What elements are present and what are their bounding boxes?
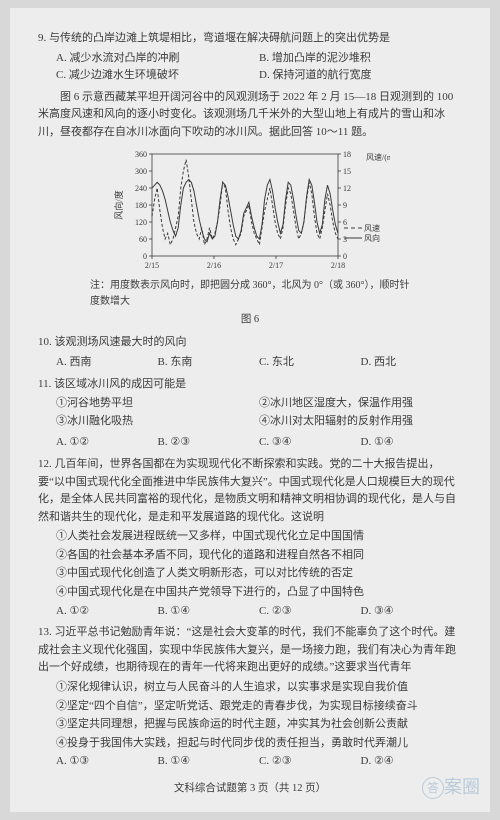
q12-opt-c: C. ②③ — [259, 603, 361, 621]
q11-items: ①河谷地势平坦 ②冰川地区湿度大，保温作用强 ③冰川融化吸热 ④冰川对太阳辐射的… — [56, 395, 462, 430]
q9-opt-b: B. 增加凸岸的泥沙堆积 — [259, 50, 462, 68]
figure-6-label: 图 6 — [38, 312, 462, 329]
q12-opt-d: D. ③④ — [361, 603, 463, 621]
q13-items: ①深化规律认识，树立与人民奋斗的人生追求，以实事求是实现自我价值 ②坚定“四个自… — [56, 679, 462, 752]
q10-opt-b: B. 东南 — [158, 354, 260, 372]
q11-i1: ①河谷地势平坦 — [56, 395, 259, 413]
figure-6: 0 60 120 180 240 300 360 0 3 6 9 12 15 18 2/15 2/16 2/17… — [110, 146, 390, 276]
figure-6-note: 注：用度数表示风向时，即把圆分成 360°，北风为 0°（或 360°），顺时针… — [90, 278, 410, 310]
svg-text:3: 3 — [343, 235, 347, 244]
svg-text:0: 0 — [143, 252, 147, 261]
svg-text:0: 0 — [343, 252, 347, 261]
q13-opt-b: B. ①④ — [158, 753, 260, 771]
svg-text:12: 12 — [343, 184, 351, 193]
q13-stem: 13. 习近平总书记勉励青年说：“这是社会大变革的时代，我们不能辜负了这个时代。… — [38, 624, 462, 677]
q12-i1: ①人类社会发展进程既统一又多样，中国式现代化立足中国国情 — [56, 528, 462, 546]
q12-opt-b: B. ①④ — [158, 603, 260, 621]
svg-text:360: 360 — [135, 150, 147, 159]
q12-items: ①人类社会发展进程既统一又多样，中国式现代化立足中国国情 ②各国的社会基本矛盾不… — [56, 528, 462, 601]
q10-stem: 10. 该观测场风速最大时的风向 — [38, 334, 462, 352]
q13-i2: ②坚定“四个自信”，坚定听党话、跟党走的青春步伐，为实现目标接续奋斗 — [56, 698, 462, 716]
q9-stem: 9. 与传统的凸岸边滩上筑堤相比，弯道堰在解决碍航问题上的突出优势是 — [38, 30, 462, 48]
svg-text:15: 15 — [343, 167, 351, 176]
q13-options: A. ①③ B. ①④ C. ②③ D. ②④ — [56, 753, 462, 771]
q10-opt-d: D. 西北 — [361, 354, 463, 372]
q10-opt-c: C. 东北 — [259, 354, 361, 372]
q11-i4: ④冰川对太阳辐射的反射作用强 — [259, 413, 462, 431]
q13-opt-d: D. ②④ — [361, 753, 463, 771]
q13-i3: ③坚定共同理想，把握与民族命运的时代主题，冲实其为社会创新公责献 — [56, 716, 462, 734]
q11-opt-d: D. ①④ — [361, 434, 463, 452]
q13-opt-a: A. ①③ — [56, 753, 158, 771]
q9-opt-c: C. 减少边滩水生环境破坏 — [56, 67, 259, 85]
svg-text:2/18: 2/18 — [331, 261, 345, 270]
svg-text:风向: 风向 — [364, 233, 380, 243]
svg-text:风速: 风速 — [364, 224, 380, 233]
page-footer: 文科综合试题第 3 页（共 12 页） — [38, 781, 462, 798]
svg-text:240: 240 — [135, 184, 147, 193]
svg-text:300: 300 — [135, 167, 147, 176]
q11-i2: ②冰川地区湿度大，保温作用强 — [259, 395, 462, 413]
q10-opt-a: A. 西南 — [56, 354, 158, 372]
q13-opt-c: C. ②③ — [259, 753, 361, 771]
passage2-text: 图 6 示意西藏某平坦开阔河谷中的风观测场于 2022 年 2 月 15—18 … — [38, 89, 462, 142]
svg-text:9: 9 — [343, 201, 347, 210]
q12-i3: ③中国式现代化创造了人类文明新形态，可以对比传统的否定 — [56, 565, 462, 583]
q12-i4: ④中国式现代化是在中国共产党领导下进行的，凸显了中国特色 — [56, 584, 462, 602]
exam-page: 9. 与传统的凸岸边滩上筑堤相比，弯道堰在解决碍航问题上的突出优势是 A. 减少… — [10, 8, 490, 812]
q12-opt-a: A. ①② — [56, 603, 158, 621]
q11-i3: ③冰川融化吸热 — [56, 413, 259, 431]
svg-text:风速/(m/s): 风速/(m/s) — [366, 153, 390, 162]
wind-chart: 0 60 120 180 240 300 360 0 3 6 9 12 15 18 2/15 2/16 2/17… — [110, 146, 390, 276]
q11-opt-b: B. ②③ — [158, 434, 260, 452]
q11-options: A. ①② B. ②③ C. ③④ D. ①④ — [56, 434, 462, 452]
q11-stem: 11. 该区域冰川风的成因可能是 — [38, 376, 462, 394]
q9-options: A. 减少水流对凸岸的冲刷 B. 增加凸岸的泥沙堆积 C. 减少边滩水生环境破坏… — [56, 50, 462, 85]
svg-text:2/15: 2/15 — [145, 261, 159, 270]
q13-i1: ①深化规律认识，树立与人民奋斗的人生追求，以实事求是实现自我价值 — [56, 679, 462, 697]
q12-stem: 12. 几百年间，世界各国都在为实现现代化不断探索和实践。党的二十大报告提出，要… — [38, 456, 462, 526]
q9-opt-d: D. 保持河道的航行宽度 — [259, 67, 462, 85]
q11-opt-c: C. ③④ — [259, 434, 361, 452]
q10-options: A. 西南 B. 东南 C. 东北 D. 西北 — [56, 354, 462, 372]
svg-text:60: 60 — [139, 235, 147, 244]
svg-text:180: 180 — [135, 201, 147, 210]
svg-text:2/17: 2/17 — [269, 261, 283, 270]
svg-text:2/16: 2/16 — [207, 261, 221, 270]
svg-text:18: 18 — [343, 150, 351, 159]
q12-options: A. ①② B. ①④ C. ②③ D. ③④ — [56, 603, 462, 621]
q12-i2: ②各国的社会基本矛盾不同，现代化的道路和进程自然各不相同 — [56, 547, 462, 565]
q9-opt-a: A. 减少水流对凸岸的冲刷 — [56, 50, 259, 68]
q11-opt-a: A. ①② — [56, 434, 158, 452]
svg-text:120: 120 — [135, 218, 147, 227]
svg-text:6: 6 — [343, 218, 347, 227]
svg-text:风向/度: 风向/度 — [113, 190, 124, 220]
